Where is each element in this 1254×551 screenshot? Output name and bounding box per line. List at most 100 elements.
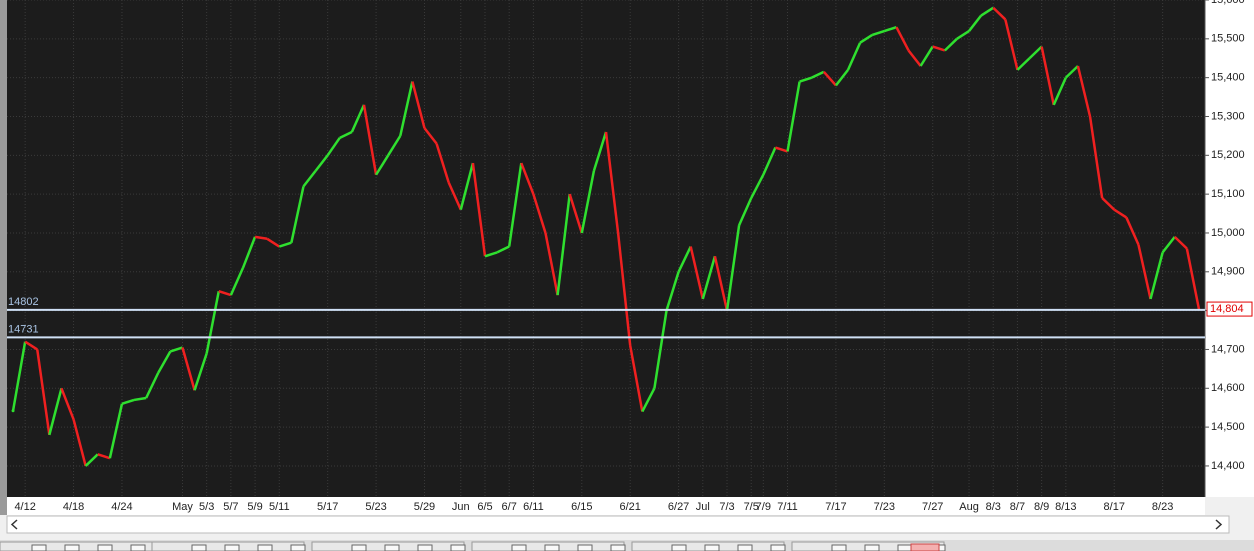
x-tick-label: 7/23 [874,501,895,513]
price-segment [568,193,583,234]
price-segment [907,49,922,67]
x-tick-label: 7/3 [719,501,734,513]
price-segment [72,419,87,467]
tab-bar [0,540,1254,551]
price-segment [484,251,498,258]
price-segment [121,398,135,406]
tab-icon [290,544,306,551]
price-segment [701,255,717,300]
tab-icon [450,544,466,551]
price-segment [108,403,124,459]
y-tick-label: 15,000 [1211,227,1245,239]
x-tick-label: 6/15 [571,501,592,513]
price-segment [507,162,523,247]
price-segment [290,186,305,243]
scroll-right[interactable] [1215,519,1223,530]
x-tick-label: Jun [452,501,470,513]
price-segment [1149,252,1164,300]
price-segment [278,241,292,248]
price-segment [725,225,741,311]
price-segment [677,246,692,273]
y-tick-label: 14,900 [1211,266,1245,278]
price-segment [1040,46,1055,106]
tab-icon [31,544,47,551]
tab-icon [384,544,400,551]
tab-icon [831,544,847,551]
scroll-left[interactable] [10,519,18,530]
x-tick-label: 5/29 [414,501,435,513]
price-segment [713,255,729,311]
tab-icon [737,544,753,551]
tab-icon [577,544,593,551]
price-segment [689,246,705,300]
price-segment [750,174,765,199]
price-segment [834,69,850,87]
price-segment [1185,248,1201,310]
price-segment [1173,235,1188,250]
scrollbar[interactable] [6,515,1230,534]
x-tick-label: 5/11 [269,501,290,513]
price-segment [665,271,680,311]
last-price-label: 14,804 [1210,303,1244,315]
price-segment [205,290,220,354]
y-tick-label: 15,100 [1211,188,1245,200]
x-tick-label: 7/17 [825,501,846,513]
x-tick-label: 5/9 [247,501,262,513]
price-segment [859,33,873,44]
price-segment [883,25,897,33]
price-segment [1101,197,1116,211]
price-segment [447,181,462,211]
y-axis-panel [1205,0,1254,497]
price-segment [1113,208,1128,219]
x-tick-label: 8/9 [1034,501,1049,513]
price-segment [423,127,438,145]
price-segment [36,349,51,436]
price-segment [241,236,257,269]
price-segment [1076,65,1092,117]
price-segment [1016,57,1031,71]
x-axis-panel [7,497,1205,515]
tab-icon [770,544,786,551]
price-segment [229,267,245,296]
tab-icon [544,544,560,551]
price-segment [919,45,934,67]
x-tick-label: 8/23 [1152,501,1173,513]
price-segment [775,146,788,153]
y-tick-label: 14,700 [1211,343,1245,355]
tab-icon [704,544,720,551]
price-segment [616,232,632,346]
tab-icon [671,544,687,551]
price-segment [811,70,825,79]
tab-icon [511,544,527,551]
price-segment [822,71,837,87]
price-segment [520,162,535,195]
price-segment [97,453,111,460]
x-tick-label: 4/12 [14,501,35,513]
tab-icon [97,544,113,551]
price-segment [459,162,475,210]
price-segment [350,104,366,133]
x-tick-label: 6/11 [523,501,544,513]
price-segment [762,147,777,176]
x-tick-label: 6/5 [477,501,492,513]
x-tick-label: 6/7 [502,501,517,513]
left-border [0,0,7,515]
price-segment [169,346,183,353]
price-segment [387,135,402,156]
y-tick-label: 14,600 [1211,382,1245,394]
x-tick-label: 7/11 [777,501,798,513]
price-segment [1004,19,1019,71]
x-tick-label: May [172,501,193,513]
tab-icon [864,544,880,551]
price-segment [737,197,753,226]
close-icon[interactable] [910,543,940,551]
x-tick-label: 8/17 [1104,501,1125,513]
y-tick-label: 15,500 [1211,33,1245,45]
price-segment [786,81,801,152]
price-segment [1064,65,1079,79]
price-segment [641,387,656,413]
x-tick-label: 5/23 [365,501,386,513]
price-segment [799,76,813,83]
price-segment [992,6,1007,21]
x-tick-label: 8/3 [986,501,1001,513]
